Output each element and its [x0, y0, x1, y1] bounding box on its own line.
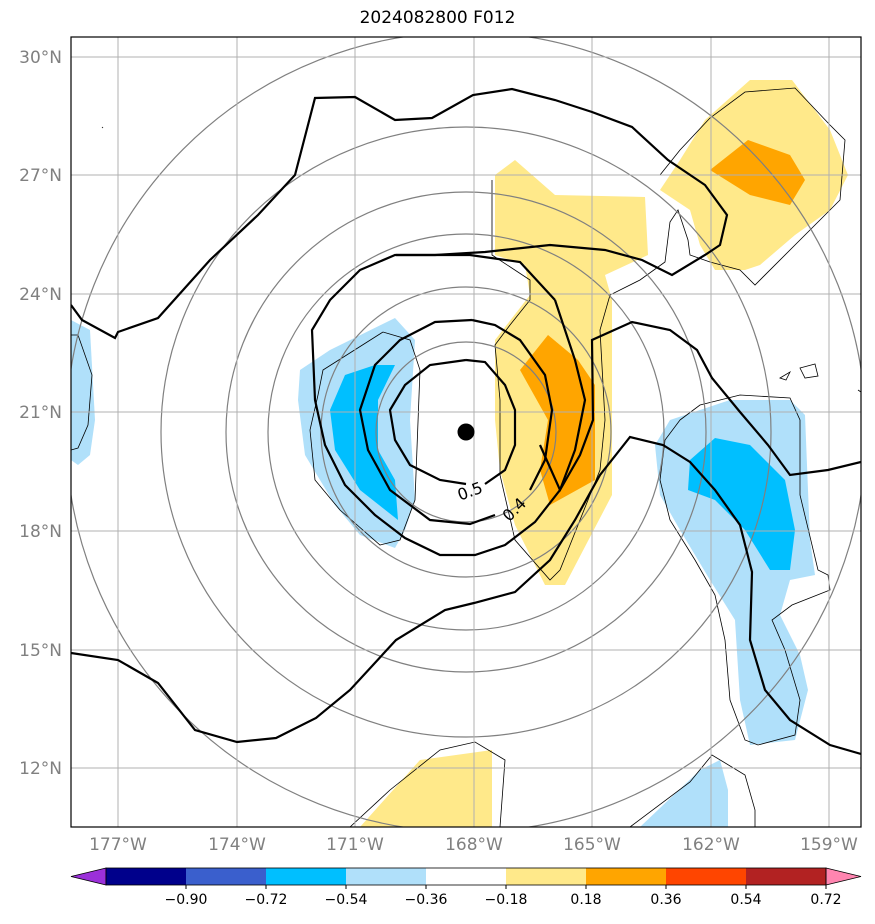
- colorbar-segment: [426, 868, 506, 885]
- colorbar-segment: [106, 868, 186, 885]
- colorbar-segments: [70, 867, 862, 886]
- colorbar-tick-label: −0.72: [245, 892, 288, 908]
- lon-label: 177°W: [89, 835, 147, 855]
- lon-label: 159°W: [800, 835, 858, 855]
- anomaly-outline-contours: [71, 87, 861, 827]
- lat-label: 12°N: [19, 759, 62, 779]
- colorbar-extend-min: [70, 867, 107, 886]
- colorbar-segment: [266, 868, 346, 885]
- lon-label: 165°W: [563, 835, 621, 855]
- lat-label: 30°N: [19, 48, 62, 68]
- map-title: 2024082800 F012: [359, 8, 516, 28]
- contour-0.5: [388, 358, 467, 486]
- colorbar-extend-max: [825, 867, 862, 886]
- colorbar-segment: [586, 868, 666, 885]
- longitude-labels: 177°W 174°W 171°W 168°W 165°W 162°W 159°…: [89, 835, 858, 855]
- colorbar: −0.90 −0.72 −0.54 −0.36 −0.18 0.18 0.36 0.54 0.7…: [70, 867, 862, 908]
- contour-0.4: [358, 318, 496, 526]
- colorbar-tick-label: −0.90: [165, 892, 208, 908]
- lon-label: 162°W: [682, 835, 740, 855]
- colorbar-tick-label: 0.54: [730, 892, 761, 908]
- colorbar-tick-label: 0.72: [810, 892, 841, 908]
- colorbar-tick-label: 0.18: [570, 892, 601, 908]
- map-frame: [70, 36, 862, 828]
- colorbar-tick-label: −0.36: [405, 892, 448, 908]
- colorbar-segment: [186, 868, 266, 885]
- colorbar-frame: [105, 867, 827, 886]
- colorbar-segment: [666, 868, 746, 885]
- lat-label: 15°N: [19, 641, 62, 661]
- lon-label: 171°W: [326, 835, 384, 855]
- lat-label: 24°N: [19, 285, 62, 305]
- thick-contours: [71, 87, 861, 756]
- lon-label: 174°W: [208, 835, 266, 855]
- colorbar-tick-label: −0.54: [325, 892, 368, 908]
- colorbar-segment: [346, 868, 426, 885]
- colorbar-tick-label: −0.18: [485, 892, 528, 908]
- range-rings: [71, 37, 861, 827]
- lon-label: 168°W: [445, 835, 503, 855]
- graticule: [71, 37, 861, 827]
- colorbar-tick-label: 0.36: [650, 892, 681, 908]
- latitude-labels: 30°N 27°N 24°N 21°N 18°N 15°N 12°N: [19, 48, 62, 779]
- colorbar-ticks: −0.90 −0.72 −0.54 −0.36 −0.18 0.18 0.36 0.54 0.7…: [165, 885, 842, 908]
- colorbar-segment: [746, 868, 826, 885]
- storm-center-marker: [457, 423, 475, 441]
- map-plot-area: 0.5 0.4: [71, 37, 861, 827]
- colorbar-segment: [506, 868, 586, 885]
- lat-label: 27°N: [19, 166, 62, 186]
- lat-label: 18°N: [19, 522, 62, 542]
- lat-label: 21°N: [19, 403, 62, 423]
